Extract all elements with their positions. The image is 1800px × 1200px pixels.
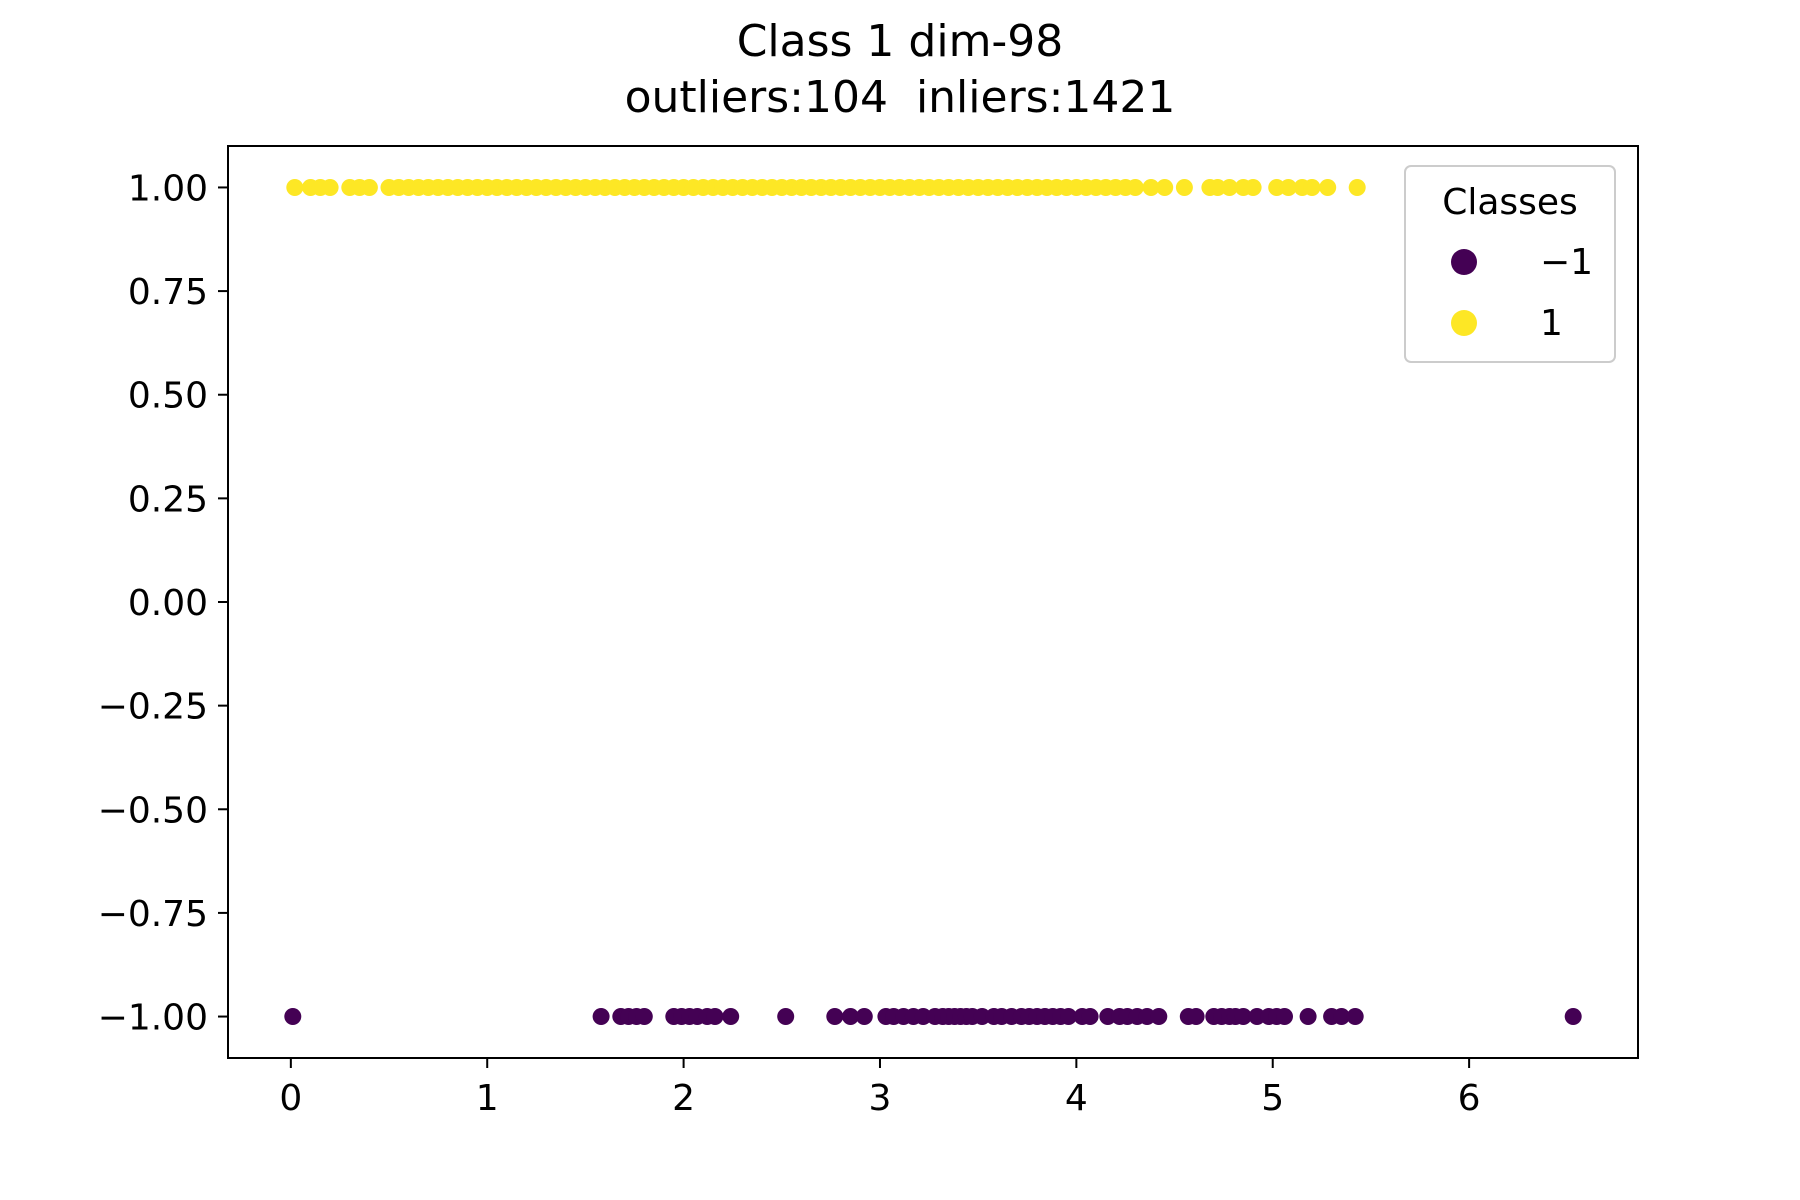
inlier-point [321,179,339,196]
outlier-point [635,1008,653,1025]
outlier-point [592,1008,610,1025]
legend-marker-minus-one [1451,249,1477,275]
inlier-point [1303,179,1321,196]
inlier-point [1126,179,1144,196]
inlier-point [1319,179,1337,196]
outlier-point [842,1008,859,1025]
inlier-point [1175,179,1193,196]
x-axis: 0 1 2 3 4 5 6 [279,1058,1481,1119]
outlier-point [1150,1008,1168,1025]
outlier-point [973,1008,991,1025]
x-tick-label: 1 [476,1078,499,1119]
outlier-point [1234,1008,1252,1025]
inlier-point [1142,179,1160,196]
outlier-point [1333,1008,1350,1025]
chart-title: Class 1 dim-98 [736,16,1064,67]
y-tick-label: −1.00 [98,998,208,1039]
outlier-point [706,1008,724,1025]
inlier-point [360,179,378,196]
y-tick-label: 1.00 [128,168,208,209]
y-tick-label: −0.75 [98,894,208,935]
y-tick-label: 0.25 [128,479,208,520]
outlier-point [826,1008,844,1025]
outlier-point [1346,1008,1364,1025]
y-axis: 1.00 0.75 0.50 0.25 0.00 −0.25 −0.50 −0.75 −1.00 [98,168,228,1039]
inlier-point [1209,179,1227,196]
chart-subtitle: outliers:104 inliers:1421 [624,72,1176,123]
legend-title: Classes [1442,182,1578,223]
outlier-point [284,1008,302,1025]
outlier-point [1276,1008,1293,1025]
data-points [284,179,1582,1025]
outlier-point [777,1008,795,1025]
outlier-point [914,1008,932,1025]
outlier-point [1248,1008,1266,1025]
x-tick-label: 0 [279,1078,302,1119]
y-tick-label: −0.50 [98,790,208,831]
y-tick-label: 0.50 [128,376,208,417]
y-tick-label: 0.75 [128,272,208,313]
x-tick-label: 3 [869,1078,892,1119]
outlier-point [1081,1008,1099,1025]
legend-marker-one [1451,310,1477,336]
y-tick-label: −0.25 [98,687,208,728]
inlier-point [1221,179,1238,196]
inlier-point [1348,179,1366,196]
x-tick-label: 4 [1065,1078,1088,1119]
outlier-point [1138,1008,1156,1025]
outlier-point [1299,1008,1317,1025]
outlier-point [855,1008,873,1025]
inlier-point [286,179,304,196]
outlier-point [1099,1008,1117,1025]
legend-label-one: 1 [1540,303,1563,344]
inlier-point [1279,179,1297,196]
inlier-point [1268,179,1286,196]
x-tick-label: 6 [1458,1078,1481,1119]
outlier-point [1060,1008,1077,1025]
x-tick-label: 5 [1261,1078,1284,1119]
legend: Classes −1 1 [1404,165,1616,363]
title-block: Class 1 dim-98 outliers:104 inliers:1421 [0,14,1800,126]
outlier-point [1187,1008,1205,1025]
inlier-point [1156,179,1174,196]
y-tick-label: 0.00 [128,583,208,624]
legend-label-minus-one: −1 [1540,242,1593,283]
inlier-point [1244,179,1262,196]
x-tick-label: 2 [672,1078,695,1119]
outlier-point [722,1008,740,1025]
outlier-point [1564,1008,1582,1025]
